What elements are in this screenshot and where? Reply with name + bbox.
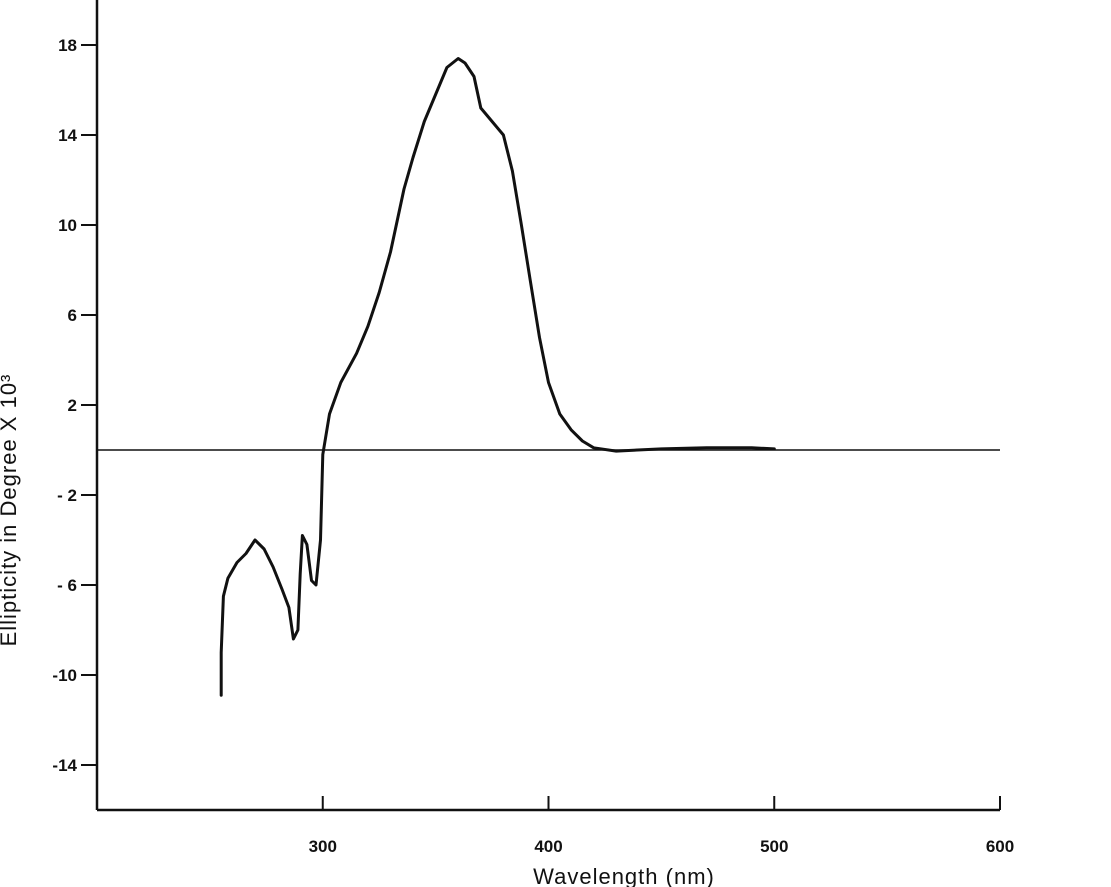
y-tick-label: 18 <box>58 36 77 55</box>
axes <box>95 0 1000 812</box>
y-tick-label: - 2 <box>57 486 77 505</box>
series-layer <box>219 57 776 697</box>
x-tick-label: 400 <box>534 837 562 856</box>
x-tick-label: 300 <box>309 837 337 856</box>
ellipticity-curve <box>219 57 776 697</box>
y-tick-label: 2 <box>68 396 77 415</box>
y-tick-label: 6 <box>68 306 77 325</box>
y-tick-label: 10 <box>58 216 77 235</box>
x-tick-label: 500 <box>760 837 788 856</box>
y-tick-label: 14 <box>58 126 77 145</box>
y-axis-label: Ellipticity in Degree X 10³ <box>0 374 21 647</box>
y-tick-label: -14 <box>52 756 77 775</box>
x-axis-label: Wavelength (nm) <box>533 864 715 887</box>
y-tick-label: -10 <box>52 666 77 685</box>
y-tick-label: - 6 <box>57 576 77 595</box>
ticks: 18 14 10 6 2 - 2 - 6 -10 -14 300 400 500 600 <box>52 36 1014 856</box>
x-tick-label: 600 <box>986 837 1014 856</box>
